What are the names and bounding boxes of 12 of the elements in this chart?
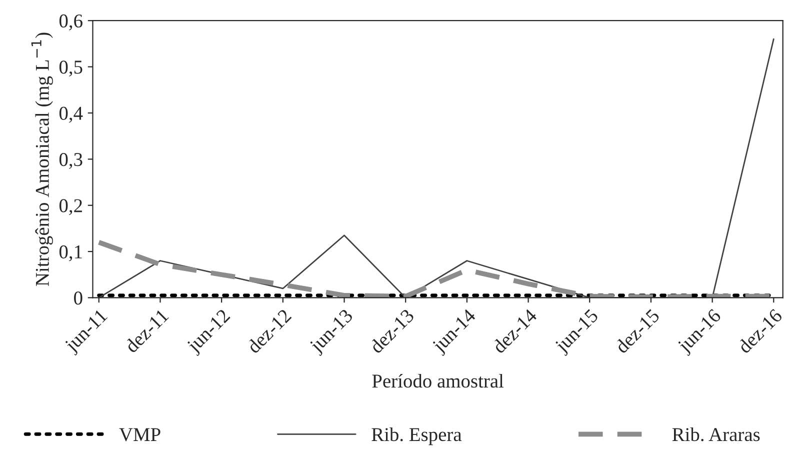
y-tick-label: 0,3 [59, 152, 82, 169]
legend-label: VMP [119, 428, 160, 442]
y-tick-label: 0 [74, 292, 82, 305]
y-tick-label: 0,6 [59, 14, 82, 30]
legend-label: Rib. Araras [672, 427, 760, 442]
y-tick-label: 0,1 [59, 245, 82, 262]
y-axis-title: Nitrogênio Amoniacal (mg L$^{−1}$) [31, 32, 53, 286]
legend-label: Rib. Espera [372, 427, 462, 446]
y-tick-label: 0,2 [59, 199, 82, 216]
y-tick-label: 0,4 [59, 106, 83, 123]
x-axis-title: Período amostral [372, 374, 504, 388]
y-tick-label: 0,5 [59, 60, 82, 77]
